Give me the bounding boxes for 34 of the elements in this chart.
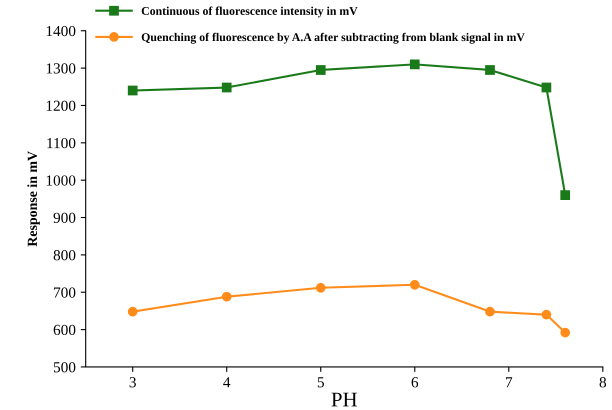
legend-label: Continuous of fluorescence intensity in mV: [142, 6, 358, 18]
point: [222, 82, 232, 92]
point: [542, 82, 552, 92]
x-tick-label: 6: [412, 377, 418, 388]
point: [222, 292, 232, 302]
x-tick-label: 8: [600, 377, 606, 388]
x-tick-label: 5: [318, 377, 324, 388]
legend-label: Quenching of fluorescence by A.A after subtracting from blank signal in mV: [142, 32, 525, 44]
x-tick-label: 7: [506, 377, 512, 388]
point: [542, 310, 552, 320]
x-tick-label: 4: [223, 377, 230, 388]
y-tick-label: 1200: [46, 100, 76, 111]
y-tick-label: 1000: [46, 175, 76, 186]
x-axis-title: PH: [332, 392, 357, 406]
point: [485, 65, 495, 75]
x-tick-label: 3: [130, 377, 136, 388]
point: [128, 86, 138, 96]
point: [128, 306, 138, 317]
point: [316, 282, 326, 293]
y-tick-label: 1100: [47, 138, 76, 148]
y-tick-label: 500: [54, 362, 76, 372]
y-tick-label: 700: [54, 287, 76, 298]
point: [485, 306, 495, 317]
point: [316, 65, 326, 75]
point: [410, 280, 420, 290]
point: [410, 60, 420, 70]
y-tick-label: 900: [54, 212, 76, 223]
y-tick-label: 800: [54, 250, 76, 260]
point: [560, 328, 570, 338]
y-axis-title: Response in mV: [27, 151, 40, 246]
y-tick-label: 600: [54, 324, 76, 336]
y-tick-label: 1400: [46, 26, 76, 36]
point: [560, 190, 570, 200]
y-tick-label: 1300: [46, 63, 76, 74]
